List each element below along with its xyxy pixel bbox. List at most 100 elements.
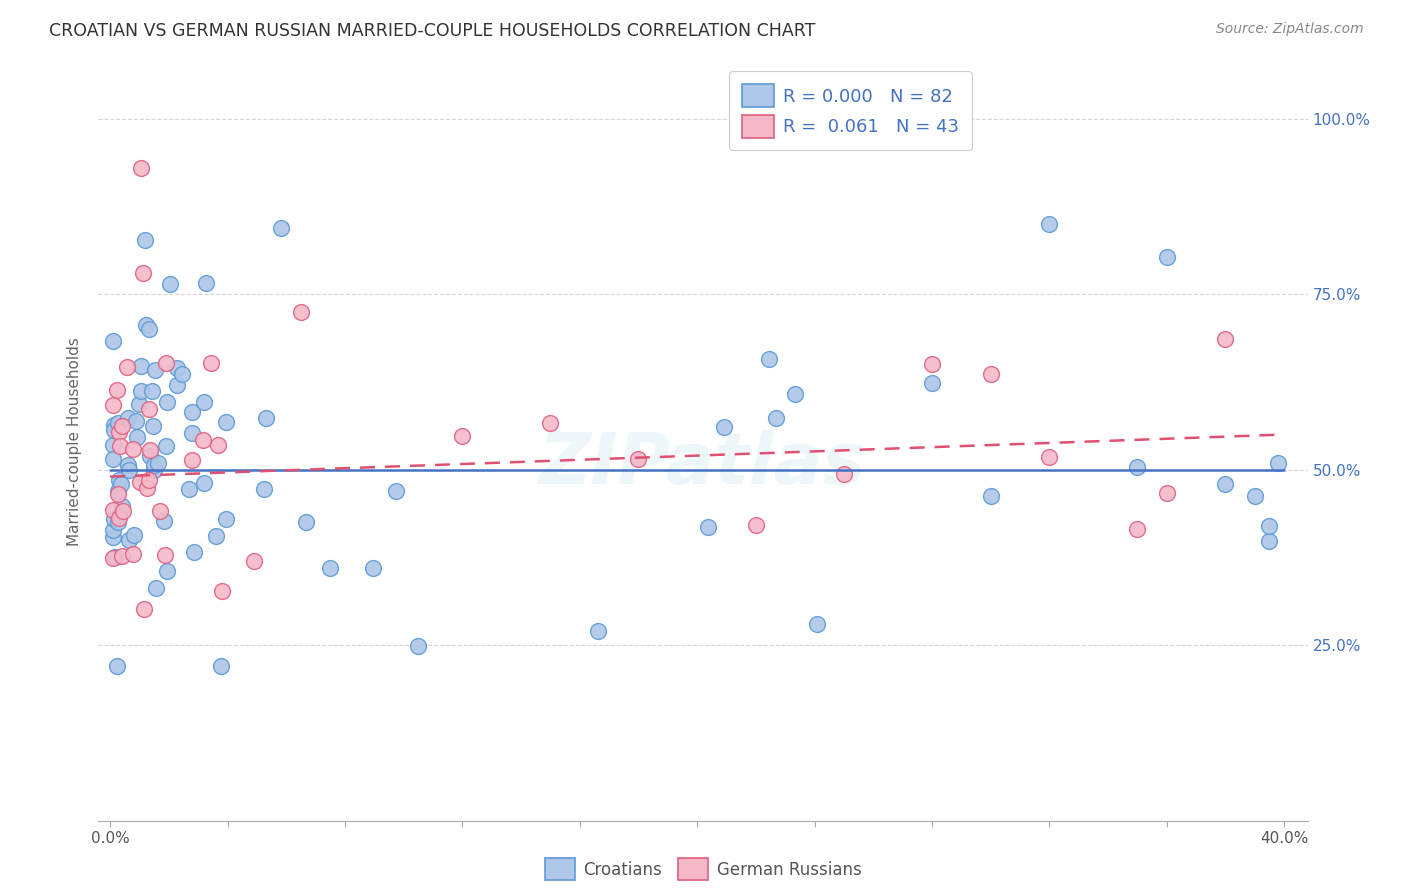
Point (152, 514, 174, 528)
Point (101, 438, 124, 452)
Point (110, 476, 132, 491)
Point (166, 360, 188, 375)
Point (103, 511, 125, 525)
Point (193, 475, 215, 490)
Point (921, 376, 943, 391)
Point (765, 411, 787, 425)
Point (627, 451, 650, 466)
Point (103, 417, 125, 432)
Point (921, 357, 943, 371)
Point (191, 433, 214, 447)
Point (101, 503, 124, 517)
Point (211, 584, 233, 599)
Point (103, 423, 125, 437)
Point (139, 449, 162, 463)
Point (105, 384, 128, 398)
Point (121, 547, 143, 561)
Legend: Croatians, German Russians: Croatians, German Russians (536, 850, 870, 888)
Point (270, 220, 292, 235)
Point (128, 397, 150, 411)
Point (129, 359, 152, 373)
Point (101, 334, 124, 349)
Point (141, 418, 163, 433)
Point (1215, 332, 1237, 346)
Point (204, 529, 226, 543)
Point (832, 467, 855, 481)
Point (143, 458, 166, 472)
Point (138, 473, 160, 487)
Point (148, 456, 170, 470)
Text: Source: ZipAtlas.com: Source: ZipAtlas.com (1216, 22, 1364, 37)
Point (138, 402, 160, 417)
Point (132, 266, 155, 280)
Point (108, 473, 131, 487)
Point (1156, 485, 1178, 500)
Point (129, 161, 152, 175)
Point (156, 565, 179, 579)
Point (136, 481, 159, 495)
Point (200, 356, 222, 370)
Point (125, 429, 148, 443)
Point (149, 504, 172, 518)
Point (980, 489, 1002, 503)
Point (105, 659, 128, 673)
Point (696, 519, 718, 533)
Point (586, 624, 609, 639)
Point (155, 356, 177, 370)
Point (104, 550, 127, 565)
Point (180, 452, 202, 467)
Point (155, 548, 177, 562)
Point (145, 582, 167, 596)
Point (117, 411, 139, 425)
Point (209, 659, 232, 673)
Point (101, 523, 124, 537)
Point (155, 439, 177, 453)
Point (107, 416, 129, 430)
Point (117, 359, 139, 374)
Point (117, 458, 139, 473)
Point (254, 410, 277, 425)
Point (290, 304, 312, 318)
Point (111, 549, 134, 564)
Point (1243, 489, 1265, 503)
Point (361, 560, 384, 574)
Point (101, 530, 124, 544)
Point (142, 463, 165, 477)
Point (107, 483, 129, 498)
Point (155, 395, 177, 409)
Point (166, 378, 188, 392)
Point (129, 475, 152, 489)
Point (112, 504, 135, 518)
Point (451, 429, 474, 443)
Point (180, 426, 202, 441)
Point (129, 384, 152, 398)
Point (108, 425, 131, 440)
Point (1267, 456, 1289, 470)
Point (183, 545, 205, 559)
Point (170, 368, 193, 382)
Point (1038, 217, 1060, 231)
Point (134, 602, 156, 616)
Point (107, 508, 129, 523)
Point (1258, 519, 1281, 533)
Point (117, 462, 139, 476)
Point (980, 367, 1002, 381)
Point (253, 482, 276, 496)
Point (134, 234, 156, 248)
Point (101, 550, 124, 565)
Point (195, 276, 218, 290)
Point (159, 277, 181, 291)
Text: ZIPatlas: ZIPatlas (540, 430, 866, 499)
Point (122, 528, 145, 542)
Point (1215, 477, 1237, 491)
Point (758, 351, 780, 366)
Point (1126, 522, 1149, 536)
Point (110, 419, 132, 434)
Point (384, 484, 406, 499)
Point (141, 384, 163, 398)
Point (135, 318, 157, 332)
Point (215, 512, 238, 526)
Point (107, 515, 129, 529)
Point (138, 322, 160, 336)
Point (713, 420, 735, 434)
